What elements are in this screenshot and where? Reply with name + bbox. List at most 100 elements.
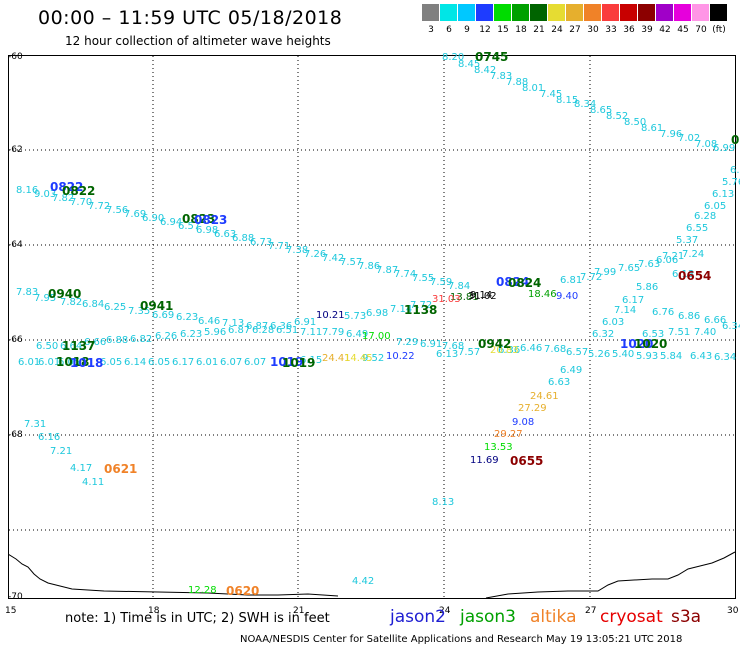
scale-label: 33	[605, 25, 617, 35]
wave-height-value: 13.81	[450, 292, 479, 303]
wave-height-value: 6.53	[642, 329, 665, 340]
wave-height-value: 7.40	[694, 327, 717, 338]
scale-label: (ft)	[712, 25, 726, 35]
wave-height-value: 7.74	[394, 269, 417, 280]
scale-label: 18	[515, 25, 527, 35]
wave-height-value: 7.56	[106, 205, 129, 216]
x-tick-label: 30	[727, 606, 739, 616]
wave-height-value: 6.01	[196, 357, 219, 368]
wave-height-value: 8.42	[474, 65, 497, 76]
wave-height-value: 7.14	[390, 304, 413, 315]
wave-height-value: 6.66	[704, 315, 727, 326]
wave-height-value: 7.72	[580, 272, 603, 283]
wave-height-value: 6.66	[84, 337, 107, 348]
scale-label: 42	[659, 25, 671, 35]
pass-time-label: 0822	[62, 184, 96, 198]
pass-time-label: 0824	[508, 276, 542, 290]
scale-swatch	[530, 4, 547, 21]
wave-height-value: 6.98	[196, 225, 219, 236]
wave-height-value: 6.51	[276, 325, 299, 336]
wave-height-value: 4.42	[352, 576, 375, 587]
wave-height-value: 6.88	[232, 233, 255, 244]
legend-cryosat: cryosat	[600, 607, 663, 627]
wave-height-value: 7.82	[60, 297, 83, 308]
pass-time-label: 1019	[270, 355, 304, 369]
wave-height-value: 6.01	[18, 357, 41, 368]
wave-height-value: 6.36	[498, 345, 521, 356]
wave-height-value: 7.99	[594, 267, 617, 278]
wave-height-value: 7.57	[458, 347, 481, 358]
y-tick-label: -68	[8, 430, 23, 440]
wave-height-value: 5.84	[660, 351, 683, 362]
wave-height-value: 6.05	[148, 357, 171, 368]
wave-height-value: 6.15	[300, 355, 323, 366]
wave-height-value: 6.13	[712, 189, 735, 200]
map-frame	[8, 55, 736, 599]
scale-label: 6	[446, 25, 452, 35]
pass-time-label: 0941	[140, 299, 174, 313]
pass-time-label: 0745	[475, 50, 509, 64]
footer-note: note: 1) Time is in UTC; 2) SWH is in fe…	[65, 611, 330, 626]
wave-height-value: 6.73	[250, 237, 273, 248]
wave-height-value: 7.11	[300, 327, 323, 338]
map-subtitle: 12 hour collection of altimeter wave hei…	[65, 34, 331, 48]
wave-height-value: 6.55	[686, 223, 709, 234]
legend-s3a: s3a	[671, 607, 702, 627]
scale-swatch	[440, 4, 457, 21]
scale-swatch	[638, 4, 655, 21]
pass-time-label: 1018	[56, 355, 90, 369]
wave-height-value: 31.02	[468, 291, 497, 302]
wave-height-value: 6.64	[60, 341, 83, 352]
wave-height-value: 6.03	[602, 317, 625, 328]
wave-height-value: 6.84	[82, 299, 105, 310]
pass-time-label: 0822	[50, 180, 84, 194]
y-tick-label: -62	[8, 145, 23, 155]
wave-height-value: 27.29	[518, 403, 547, 414]
wave-height-value: 8.15	[556, 95, 579, 106]
wave-height-value: 7.38	[286, 245, 309, 256]
wave-height-value: 6.90	[142, 213, 165, 224]
wave-height-value: 7.79	[322, 327, 345, 338]
wave-height-value: 17.00	[362, 331, 391, 342]
wave-height-value: 7.68	[544, 344, 567, 355]
wave-height-value: 7.70	[70, 197, 93, 208]
wave-height-value: 6.82	[130, 334, 153, 345]
wave-height-value: 20.83	[490, 345, 519, 356]
wave-height-value: 7.71	[268, 241, 291, 252]
wave-height-value: 9.03	[34, 189, 57, 200]
scale-swatch	[422, 4, 439, 21]
wave-height-value: 6.34	[714, 352, 737, 363]
wave-height-value: 7.87	[376, 265, 399, 276]
pass-time-label: 1018	[70, 356, 104, 370]
wave-height-value: 6.06	[656, 255, 679, 266]
credit-line: NOAA/NESDIS Center for Satellite Applica…	[240, 634, 683, 645]
scale-swatch	[584, 4, 601, 21]
wave-height-map	[8, 55, 736, 599]
scale-swatch	[458, 4, 475, 21]
pass-time-label: 0620	[226, 584, 260, 598]
wave-height-value: 9.52	[362, 353, 385, 364]
wave-height-value: 6.81	[560, 275, 583, 286]
wave-height-value: 6.28	[694, 211, 717, 222]
wave-height-value: 6.57	[178, 221, 201, 232]
wave-height-value: 8.45	[458, 59, 481, 70]
scale-label: 39	[641, 25, 653, 35]
wave-height-value: 6.32	[592, 329, 615, 340]
wave-height-value: 6.91	[294, 317, 317, 328]
wave-height-value: 6.87	[246, 321, 269, 332]
wave-height-value: 6.07	[244, 357, 267, 368]
scale-label: 24	[551, 25, 563, 35]
wave-height-value: 6.28	[252, 325, 275, 336]
x-tick-label: 27	[585, 606, 597, 616]
wave-height-value: 7.63	[638, 259, 661, 270]
wave-height-value: 7.68	[442, 341, 465, 352]
wave-height-value: 6.07	[220, 357, 243, 368]
wave-height-value: 5.73	[344, 311, 367, 322]
wave-height-value: 8.50	[624, 117, 647, 128]
wave-height-value: 6.57	[566, 347, 589, 358]
wave-height-value: 6.26	[155, 331, 178, 342]
wave-height-value: 5.26	[588, 349, 611, 360]
scale-label: 30	[587, 25, 599, 35]
wave-height-value: 5.93	[636, 351, 659, 362]
wave-height-value: 6.14	[124, 357, 147, 368]
